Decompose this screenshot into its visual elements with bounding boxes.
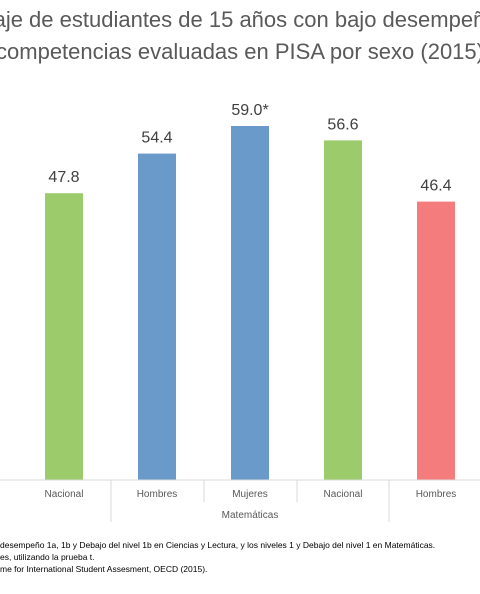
footnote-2: es, utilizando la prueba t.: [0, 552, 95, 562]
value-label-2: 54.4: [141, 130, 172, 147]
bar-5: [417, 201, 455, 480]
value-label-5: 46.4: [420, 178, 451, 195]
footnote-3: me for International Student Assesment, …: [0, 564, 207, 574]
value-label-3: 59.0*: [231, 102, 268, 119]
category-label-3: Mujeres: [232, 489, 268, 500]
chart-title-line-1: ntaje de estudiantes de 15 años con bajo…: [0, 6, 480, 32]
value-labels-layer: 47.8 54.4 59.0* 56.6 46.4: [48, 102, 451, 195]
bar-2: [138, 153, 176, 480]
category-label-1: Nacional: [45, 489, 84, 500]
bar-4: [324, 140, 362, 480]
category-labels-layer: Nacional Hombres Mujeres Nacional Hombres: [45, 489, 457, 500]
chart-title-line-2: competencias evaluadas en PISA por sexo …: [0, 39, 480, 64]
bar-3: [231, 126, 269, 480]
group-label-matematicas: Matemáticas: [222, 510, 279, 521]
bar-1: [45, 193, 83, 480]
category-label-2: Hombres: [137, 489, 178, 500]
value-label-1: 47.8: [48, 169, 79, 186]
value-label-4: 56.6: [327, 116, 358, 133]
footnote-1: desempeño 1a, 1b y Debajo del nivel 1b e…: [0, 540, 435, 550]
bars-layer: [45, 126, 455, 480]
category-label-4: Nacional: [324, 489, 363, 500]
category-label-5: Hombres: [416, 489, 457, 500]
x-axis-ticks: [110, 480, 390, 522]
